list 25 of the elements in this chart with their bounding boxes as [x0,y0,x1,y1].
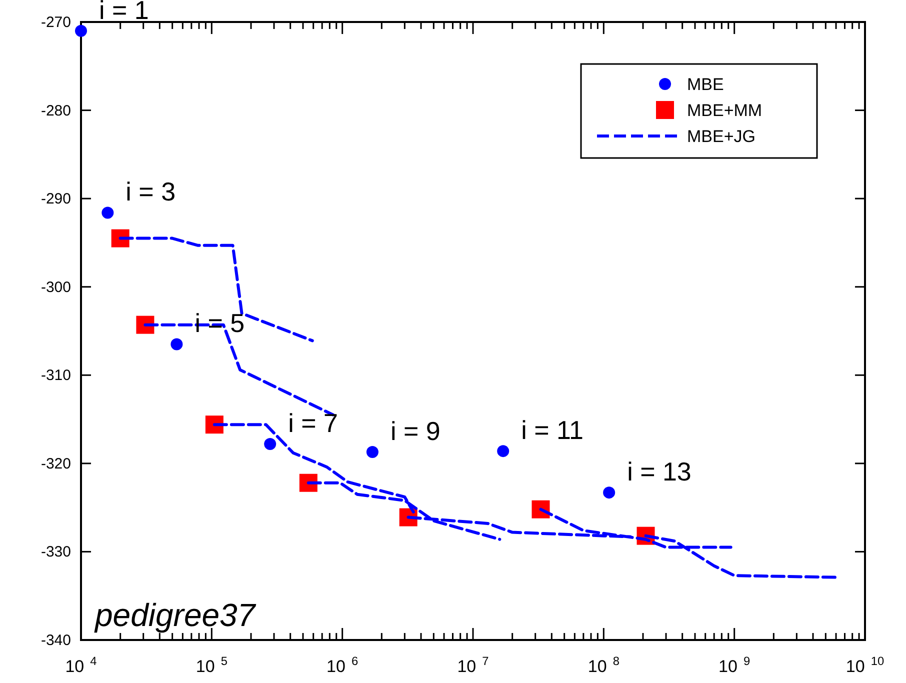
legend-label: MBE+JG [687,127,756,146]
legend-label: MBE [687,75,724,94]
y-tick-label: -290 [40,190,71,208]
y-tick-label: -280 [40,102,71,120]
y-tick-label: -340 [40,632,71,649]
legend-label: MBE+MM [687,101,762,120]
y-tick-label: -310 [40,367,71,384]
annotation: pedigree37 [94,597,256,633]
annotation: i = 1 [99,0,149,25]
x-tick-label: 10$^{5}$ [196,654,228,676]
x-tick-label: 10$^{7}$ [457,654,490,676]
x-tick-label: 10$^{4}$ [65,654,98,676]
annotation: i = 3 [126,176,176,207]
y-tick-label: -330 [40,544,71,561]
y-tick-label: -270 [40,14,71,31]
x-tick-label: 10$^{9}$ [718,654,750,676]
annotation: i = 7 [288,408,338,438]
annotation: i = 9 [390,416,440,446]
x-tick-label: 10$^{8}$ [588,654,620,676]
x-tick-label: 10$^{6}$ [326,654,358,676]
annotation: i = 13 [627,456,692,487]
x-tick-label: 10$^{10}$ [846,654,884,676]
annotation: i = 11 [521,415,584,446]
y-tick-label: -320 [40,455,71,472]
y-tick-label: -300 [40,278,71,296]
